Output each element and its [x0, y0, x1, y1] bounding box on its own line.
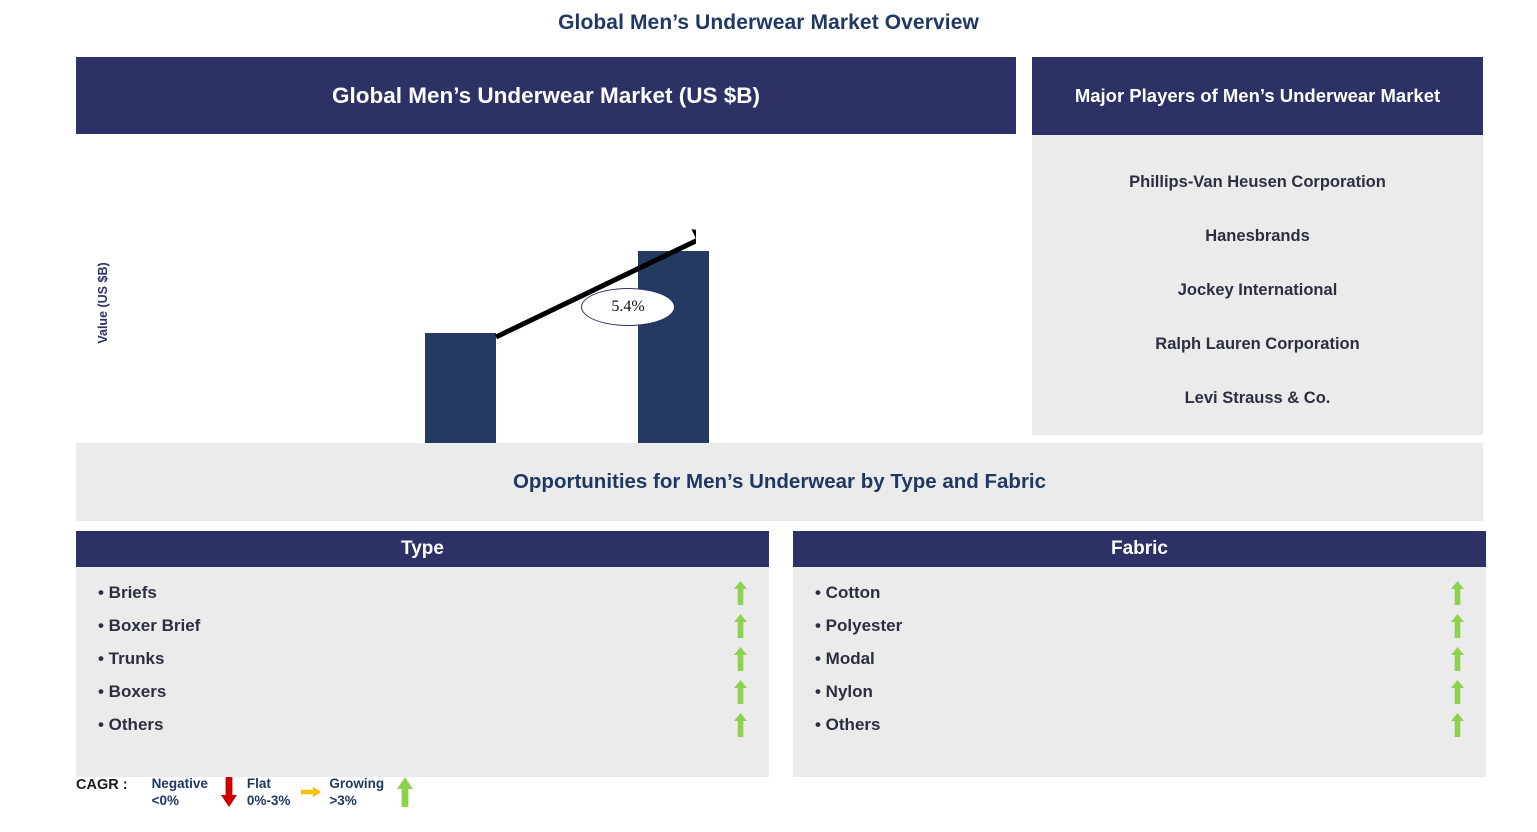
cagr-legend-title: CAGR : — [76, 777, 128, 793]
legend-negative-text: Negative <0% — [152, 775, 208, 809]
legend-flat-range: 0%-3% — [246, 793, 291, 808]
fabric-item-label: • Polyester — [815, 615, 903, 635]
bar-2031 — [638, 251, 709, 460]
arrow-up-green-icon — [1451, 580, 1464, 605]
type-item-label: • Others — [98, 714, 164, 734]
cagr-legend: CAGR : Negative <0% Flat 0%-3% Growing >… — [76, 775, 423, 809]
fabric-item-label: • Others — [815, 714, 881, 734]
opportunities-banner-text: Opportunities for Men’s Underwear by Typ… — [512, 470, 1047, 493]
list-item: Levi Strauss & Co. — [1184, 389, 1331, 407]
list-item: • Cotton — [815, 576, 1464, 609]
arrow-up-green-icon — [1451, 646, 1464, 671]
type-panel-body: • Briefs • Boxer Brief • Trunks • Boxers… — [76, 567, 769, 777]
list-item: • Others — [815, 708, 1464, 741]
list-item: • Polyester — [815, 609, 1464, 642]
list-item: • Boxers — [98, 675, 747, 708]
arrow-right-yellow-icon — [301, 775, 322, 809]
legend-flat-label: Flat — [246, 776, 271, 791]
list-item: • Trunks — [98, 642, 747, 675]
legend-entry-negative: Negative <0% — [152, 775, 247, 809]
arrow-up-green-icon — [734, 646, 747, 671]
arrow-up-green-icon — [1451, 712, 1464, 737]
legend-negative-range: <0% — [151, 793, 179, 808]
list-item: Phillips-Van Heusen Corporation — [1129, 173, 1386, 191]
type-item-label: • Boxers — [98, 681, 167, 701]
bar-2024 — [425, 333, 496, 460]
fabric-opportunities-panel: Fabric • Cotton • Polyester • Modal • Ny… — [793, 531, 1486, 777]
arrow-up-green-icon — [1451, 613, 1464, 638]
legend-growing-text: Growing >3% — [329, 775, 384, 809]
list-item: Ralph Lauren Corporation — [1155, 335, 1360, 353]
list-item: • Boxer Brief — [98, 609, 747, 642]
arrow-up-green-icon — [395, 775, 415, 809]
arrow-up-green-icon — [734, 679, 747, 704]
type-panel-header: Type — [76, 531, 769, 567]
fabric-item-label: • Modal — [815, 648, 875, 668]
arrow-up-green-icon — [734, 613, 747, 638]
type-item-label: • Trunks — [98, 648, 165, 668]
type-item-label: • Boxer Brief — [98, 615, 201, 635]
legend-growing-range: >3% — [329, 793, 357, 808]
bar-chart: Value (US $B) 5.4% 2024 2031 Source : Lu… — [76, 134, 1016, 492]
list-item: • Nylon — [815, 675, 1464, 708]
fabric-panel-header: Fabric — [793, 531, 1486, 567]
chart-y-axis-label: Value (US $B) — [96, 262, 110, 344]
list-item: Hanesbrands — [1205, 227, 1310, 245]
page-title: Global Men’s Underwear Market Overview — [558, 11, 979, 34]
players-list: Phillips-Van Heusen Corporation Hanesbra… — [1032, 135, 1483, 435]
legend-negative-label: Negative — [151, 776, 208, 791]
list-item: • Others — [98, 708, 747, 741]
arrow-down-red-icon — [219, 775, 239, 809]
fabric-panel-body: • Cotton • Polyester • Modal • Nylon • O… — [793, 567, 1486, 777]
opportunities-banner: Opportunities for Men’s Underwear by Typ… — [76, 443, 1483, 521]
legend-flat-text: Flat 0%-3% — [247, 775, 291, 809]
list-item: • Modal — [815, 642, 1464, 675]
list-item: • Briefs — [98, 576, 747, 609]
arrow-up-green-icon — [734, 580, 747, 605]
arrow-up-green-icon — [1451, 679, 1464, 704]
type-opportunities-panel: Type • Briefs • Boxer Brief • Trunks • B… — [76, 531, 769, 777]
arrow-up-green-icon — [734, 712, 747, 737]
chart-panel-header: Global Men’s Underwear Market (US $B) — [76, 57, 1016, 134]
fabric-item-label: • Nylon — [815, 681, 873, 701]
major-players-panel: Major Players of Men’s Underwear Market … — [1032, 57, 1483, 435]
list-item: Jockey International — [1177, 281, 1338, 299]
cagr-growth-arrow-icon — [494, 229, 696, 340]
type-item-label: • Briefs — [98, 582, 157, 602]
legend-entry-growing: Growing >3% — [329, 775, 423, 809]
legend-entry-flat: Flat 0%-3% — [247, 775, 330, 809]
players-panel-header: Major Players of Men’s Underwear Market — [1032, 57, 1483, 135]
legend-growing-label: Growing — [329, 776, 385, 791]
fabric-item-label: • Cotton — [815, 582, 881, 602]
market-chart-panel: Global Men’s Underwear Market (US $B) Va… — [76, 57, 1016, 492]
cagr-value-bubble: 5.4% — [581, 288, 675, 326]
